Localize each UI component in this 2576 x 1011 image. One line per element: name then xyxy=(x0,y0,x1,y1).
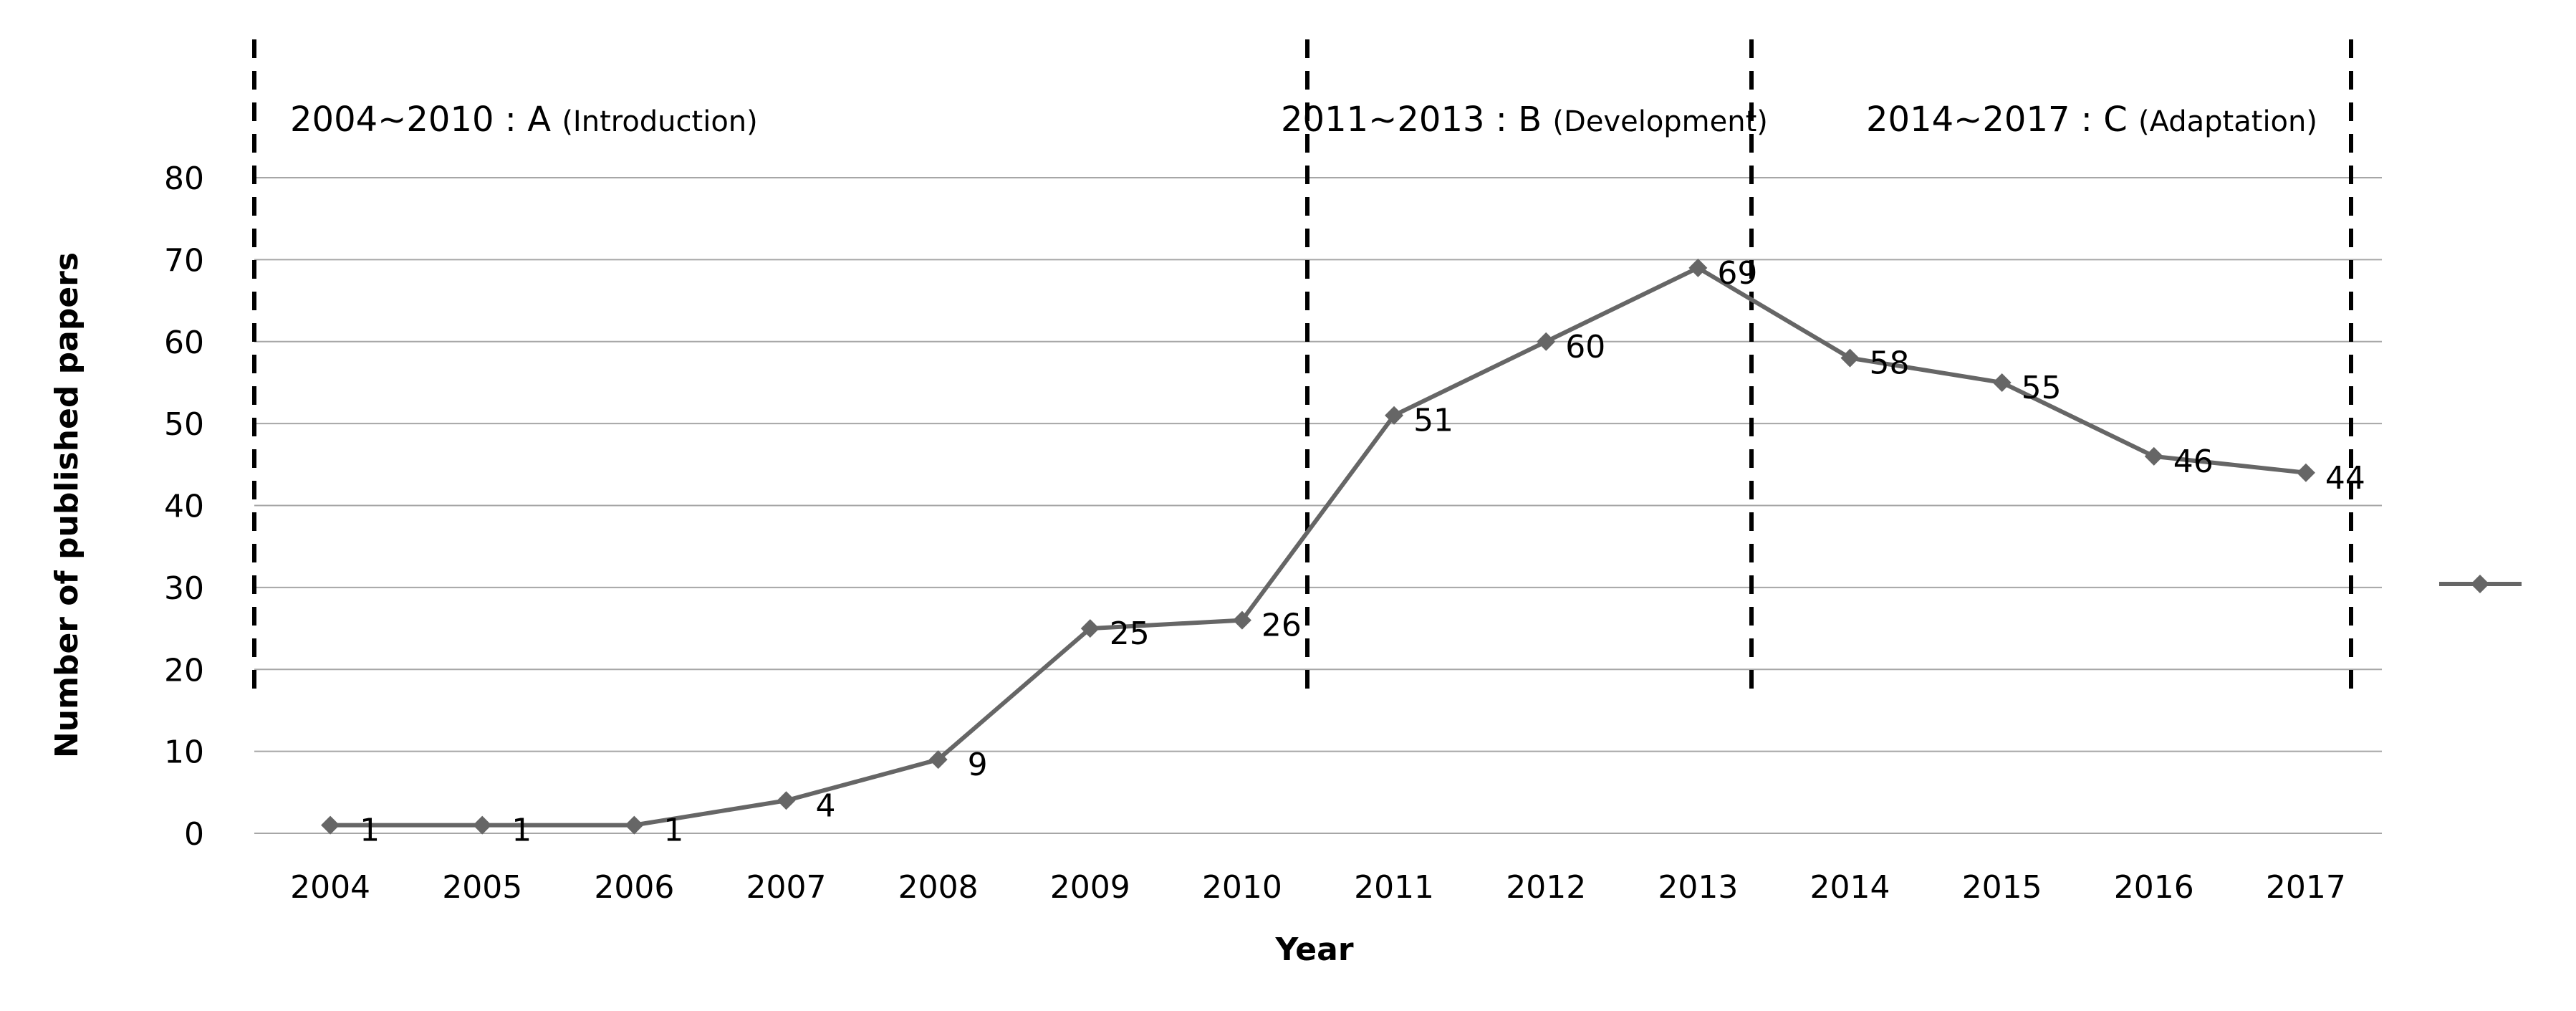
data-label-2005: 1 xyxy=(511,813,532,849)
data-point-2005 xyxy=(473,815,492,835)
x-tick-label: 2007 xyxy=(746,869,827,906)
data-label-2013: 69 xyxy=(1717,255,1757,292)
y-tick-label: 70 xyxy=(164,242,204,279)
legend-marker xyxy=(2471,575,2489,593)
x-tick-label: 2004 xyxy=(290,869,370,906)
x-tick-label: 2011 xyxy=(1354,869,1434,906)
data-point-2016 xyxy=(2144,446,2163,466)
series-line xyxy=(330,265,2307,828)
data-point-2013 xyxy=(1688,258,1708,277)
data-point-2017 xyxy=(2296,463,2315,482)
phase-label-B: 2011~2013 : B (Development) xyxy=(1281,100,1768,140)
data-label-2004: 1 xyxy=(360,813,380,849)
x-tick-label: 2005 xyxy=(442,869,522,906)
data-label-2008: 9 xyxy=(968,747,988,783)
y-axis-title: Number of published papers xyxy=(49,252,85,758)
data-point-2014 xyxy=(1840,348,1860,368)
y-tick-label: 10 xyxy=(164,734,204,771)
x-tick-label: 2006 xyxy=(594,869,674,906)
x-axis-title: Year xyxy=(1274,931,1353,968)
data-label-2010: 26 xyxy=(1261,608,1302,644)
data-point-2007 xyxy=(777,791,796,810)
phase-dividers xyxy=(252,39,2353,699)
data-label-2012: 60 xyxy=(1565,329,1605,365)
data-label-2017: 44 xyxy=(2325,460,2365,497)
x-tick-label: 2009 xyxy=(1050,869,1130,906)
data-label-2011: 51 xyxy=(1413,403,1453,439)
data-point-2011 xyxy=(1385,406,1404,425)
y-tick-label: 60 xyxy=(164,325,204,361)
data-labels: 1 1 1 4 9 25 26 51 60 69 58 55 46 44 xyxy=(360,255,2365,849)
x-tick-label: 2008 xyxy=(898,869,979,906)
data-point-2008 xyxy=(928,750,948,770)
y-axis-ticks: 0 10 20 30 40 50 60 70 80 xyxy=(164,160,204,853)
data-point-2006 xyxy=(625,815,644,835)
x-tick-label: 2015 xyxy=(1962,869,2042,906)
data-label-2016: 46 xyxy=(2173,444,2214,480)
x-tick-label: 2012 xyxy=(1506,869,1586,906)
phase-label-A: 2004~2010 : A (Introduction) xyxy=(290,100,758,140)
series xyxy=(321,258,2315,835)
data-label-2007: 4 xyxy=(816,787,836,824)
y-tick-label: 50 xyxy=(164,406,204,443)
phase-labels: 2004~2010 : A (Introduction) 2011~2013 : … xyxy=(290,100,2317,140)
data-point-2009 xyxy=(1080,619,1100,638)
y-tick-label: 30 xyxy=(164,570,204,607)
data-label-2009: 25 xyxy=(1110,615,1150,652)
data-label-2014: 58 xyxy=(1870,345,1910,382)
gridlines xyxy=(254,177,2382,834)
x-axis-ticks: 2004 2005 2006 2007 2008 2009 2010 2011 2012 2013… xyxy=(290,869,2346,906)
data-point-2010 xyxy=(1232,610,1251,630)
x-tick-label: 2016 xyxy=(2114,869,2194,906)
data-label-2015: 55 xyxy=(2022,370,2062,406)
x-tick-label: 2017 xyxy=(2266,869,2346,906)
data-point-2004 xyxy=(321,815,340,835)
phase-label-C: 2014~2017 : C (Adaptation) xyxy=(1866,100,2317,140)
data-label-2006: 1 xyxy=(663,813,683,849)
y-tick-label: 80 xyxy=(164,160,204,197)
y-tick-label: 20 xyxy=(164,652,204,689)
data-point-2015 xyxy=(1992,373,2012,392)
y-tick-label: 0 xyxy=(184,816,204,853)
legend xyxy=(2439,575,2522,593)
x-tick-label: 2014 xyxy=(1810,869,1890,906)
x-tick-label: 2013 xyxy=(1658,869,1738,906)
y-tick-label: 40 xyxy=(164,489,204,525)
data-point-2012 xyxy=(1537,332,1556,351)
x-tick-label: 2010 xyxy=(1202,869,1282,906)
